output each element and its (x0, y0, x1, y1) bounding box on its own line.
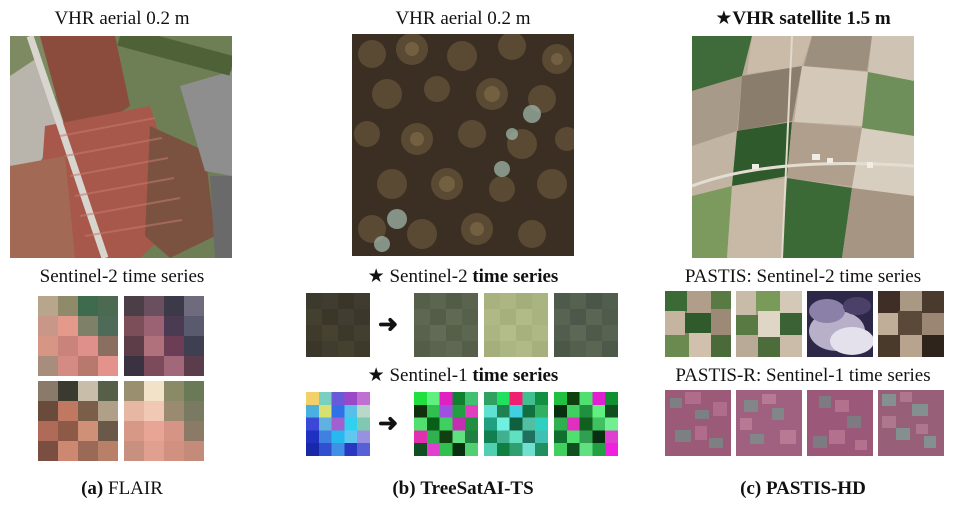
treesat-s2-bold: time series (472, 266, 559, 287)
pastis-vhr-label: ★VHR satellite 1.5 m (690, 8, 916, 30)
pastis-s2-tile-2 (736, 291, 802, 357)
treesat-vhr-label: VHR aerial 0.2 m (395, 8, 531, 29)
treesat-caption-letter: (b) (392, 478, 416, 499)
flair-series-label: Sentinel-2 time series (39, 266, 205, 287)
flair-caption-letter: (a) (81, 478, 104, 499)
pastis-s2-tile-1 (665, 291, 731, 357)
flair-s2-tile-4 (124, 381, 204, 461)
treesat-s2-tile-1 (414, 293, 478, 357)
star-icon: ★ (715, 8, 733, 29)
treesat-s1-tile-3 (554, 392, 618, 456)
arrow-right-icon: ➜ (378, 312, 399, 338)
treesat-s1-label: ★ Sentinel-1 time series (336, 365, 590, 387)
pastis-s2-tile-4 (878, 291, 944, 357)
flair-caption: (a) FLAIR (12, 478, 232, 500)
pastis-caption-name: PASTIS-HD (765, 478, 866, 499)
pastis-vhr-label-text: VHR satellite 1.5 m (732, 8, 891, 29)
pastis-s1-tile-3 (807, 390, 873, 456)
arrow-right-icon: ➜ (378, 411, 399, 437)
pastis-s1-tile-1 (665, 390, 731, 456)
flair-s2-tile-3 (38, 381, 118, 461)
treesat-caption-name: TreeSatAI-TS (420, 478, 534, 499)
flair-caption-name: FLAIR (108, 478, 163, 499)
treesat-aerial-image (352, 34, 574, 256)
pastis-caption: (c) PASTIS-HD (690, 478, 916, 500)
pastis-s1-tile-4 (878, 390, 944, 456)
treesat-s1-prefix: Sentinel-1 (389, 365, 468, 386)
treesat-s2-input-tile (306, 293, 370, 357)
flair-vhr-label: VHR aerial 0.2 m (54, 8, 190, 29)
treesat-s2-tile-2 (484, 293, 548, 357)
pastis-s2-label: PASTIS: Sentinel-2 time series (684, 266, 922, 287)
pastis-caption-letter: (c) (740, 478, 762, 499)
treesat-s2-prefix: Sentinel-2 (389, 266, 468, 287)
flair-aerial-image (10, 36, 232, 258)
pastis-s1-tile-2 (736, 390, 802, 456)
treesat-s1-tile-1 (414, 392, 478, 456)
treesat-s1-input-tile (306, 392, 370, 456)
flair-s2-tile-1 (38, 296, 118, 376)
treesat-s1-tile-2 (484, 392, 548, 456)
treesat-caption: (b) TreeSatAI-TS (336, 478, 590, 500)
pastis-s2-tile-3 (807, 291, 873, 357)
pastis-s1-label: PASTIS-R: Sentinel-1 time series (675, 365, 931, 386)
star-icon: ★ (367, 266, 385, 287)
treesat-s2-tile-3 (554, 293, 618, 357)
treesat-s2-label: ★ Sentinel-2 time series (336, 266, 590, 288)
flair-s2-tile-2 (124, 296, 204, 376)
pastis-satellite-image (692, 36, 914, 258)
treesat-s1-bold: time series (472, 365, 559, 386)
star-icon: ★ (367, 365, 385, 386)
